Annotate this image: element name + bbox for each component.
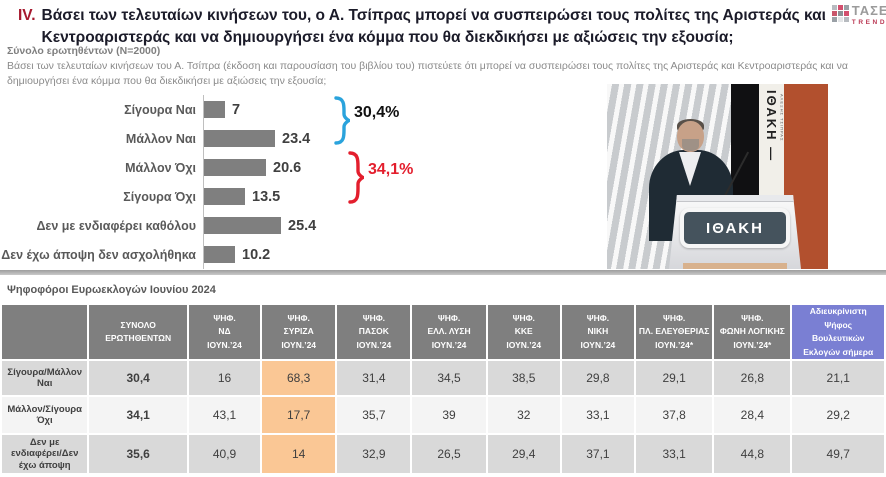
category-label: Δεν έχω άποψη δεν ασχολήθηκα <box>1 247 196 262</box>
sample-size: Σύνολο ερωτηθέντων (N=2000) <box>7 45 161 57</box>
chart-row: Μάλλον Ναι 23.4 <box>0 124 460 153</box>
brand-logo: ΤΑΣΕΙΣ TRENDS <box>831 3 886 26</box>
chart-row: Δεν έχω άποψη δεν ασχολήθηκα 10.2 <box>0 240 460 269</box>
column-header: ΨΗΦ. ΦΩΝΗ ΛΟΓΙΚΗΣ ΙΟΥΝ.’24* <box>714 305 791 360</box>
logo-text: ΤΑΣΕΙΣ TRENDS <box>852 3 886 26</box>
table-cell: 29,2 <box>792 397 884 434</box>
table-cell: 35,6 <box>89 435 187 474</box>
question-title: Βάσει των τελευταίων κινήσεων του, ο Α. … <box>41 7 826 47</box>
table-cell: 16 <box>188 361 261 396</box>
table-cell: 37,1 <box>561 435 634 474</box>
chart-row: Μάλλον Όχι 20.6 <box>0 153 460 182</box>
row-label: Δεν με ενδιαφέρει/Δεν έχω άποψη <box>2 435 88 474</box>
question-text: Βάσει των τελευταίων κινήσεων του Α. Τσί… <box>7 60 848 88</box>
category-label: Δεν με ενδιαφέρει καθόλου <box>36 218 196 233</box>
table-header-row: ΣΥΝΟΛΟ ΕΡΩΤΗΘΕΝΤΩΝ ΨΗΦ. ΝΔ ΙΟΥΝ.’24 ΨΗΦ.… <box>2 305 884 360</box>
tsipras-photo: ΟΥ ΙΘΑΚΗ — ΑΛΕΞΗΣ ΤΣΙΠΡΑΣ ΙΘΑΚΗ <box>607 84 828 269</box>
category-label: Σίγουρα Όχι <box>123 189 196 204</box>
bar-chart: Σίγουρα Ναι 7 Μάλλον Ναι 23.4 Μάλλον Όχι… <box>0 95 460 269</box>
row-label: Μάλλον/Σίγουρα Όχι <box>2 397 88 434</box>
bar-value: 10.2 <box>242 246 271 263</box>
table-cell: 21,1 <box>792 361 884 396</box>
bar-value: 25.4 <box>288 217 317 234</box>
section-divider <box>0 270 886 275</box>
bar <box>204 130 275 147</box>
table-cell: 32 <box>487 397 560 434</box>
category-label: Μάλλον Ναι <box>125 131 196 146</box>
bar <box>204 101 225 118</box>
table-cell: 43,1 <box>188 397 261 434</box>
table-cell: 37,8 <box>636 397 713 434</box>
table-cell: 40,9 <box>188 435 261 474</box>
column-header <box>2 305 88 360</box>
bar <box>204 246 235 263</box>
table-cell: 34,5 <box>412 361 486 396</box>
table-cell: 44,8 <box>714 435 791 474</box>
table-cell: 31,4 <box>337 361 411 396</box>
bar <box>204 188 245 205</box>
table-cell: 29,8 <box>561 361 634 396</box>
annotation-yes-total: 30,4% <box>354 104 400 121</box>
column-header: ΨΗΦ. ΝΙΚΗ ΙΟΥΝ.’24 <box>561 305 634 360</box>
page-title: IV. Βάσει των τελευταίων κινήσεων του, ο… <box>18 5 828 50</box>
column-header-undetermined: Αδιευκρίνιστη Ψήφος Βουλευτικών Εκλογών … <box>792 305 884 360</box>
table-cell: 26,8 <box>714 361 791 396</box>
logo-grid-icon <box>831 5 849 22</box>
question-numeral: IV. <box>18 7 36 24</box>
table-row: Μάλλον/Σίγουρα Όχι 34,1 43,1 17,7 35,7 3… <box>2 397 884 434</box>
table-row: Δεν με ενδιαφέρει/Δεν έχω άποψη 35,6 40,… <box>2 435 884 474</box>
table-cell-highlight: 68,3 <box>262 361 336 396</box>
podium-sign: ΙΘΑΚΗ <box>680 208 790 248</box>
annotation-no-total: 34,1% <box>368 161 414 178</box>
photo-banner-subtitle: ΑΛΕΞΗΣ ΤΣΙΠΡΑΣ <box>779 94 785 142</box>
table-cell: 49,7 <box>792 435 884 474</box>
logo-line1: ΤΑΣΕΙΣ <box>851 3 886 18</box>
bar <box>204 217 281 234</box>
bar-value: 20.6 <box>273 159 302 176</box>
table-cell-highlight: 17,7 <box>262 397 336 434</box>
table-cell: 33,1 <box>561 397 634 434</box>
column-header: ΨΗΦ. ΕΛΛ. ΛΥΣΗ ΙΟΥΝ.’24 <box>412 305 486 360</box>
logo-line2: TRENDS <box>851 19 886 26</box>
crosstab-table: ΣΥΝΟΛΟ ΕΡΩΤΗΘΕΝΤΩΝ ΨΗΦ. ΝΔ ΙΟΥΝ.’24 ΨΗΦ.… <box>0 303 886 475</box>
column-header: ΣΥΝΟΛΟ ΕΡΩΤΗΘΕΝΤΩΝ <box>89 305 187 360</box>
table-cell: 26,5 <box>412 435 486 474</box>
bar-value: 7 <box>232 101 241 118</box>
chart-row: Σίγουρα Ναι 7 <box>0 95 460 124</box>
table-cell: 35,7 <box>337 397 411 434</box>
column-header: ΨΗΦ. ΣΥΡΙΖΑ ΙΟΥΝ.’24 <box>262 305 336 360</box>
row-label: Σίγουρα/Μάλλον Ναι <box>2 361 88 396</box>
table-cell: 28,4 <box>714 397 791 434</box>
bar <box>204 159 266 176</box>
category-label: Σίγουρα Ναι <box>124 102 196 117</box>
table-title: Ψηφοφόροι Ευρωεκλογών Ιουνίου 2024 <box>7 284 216 296</box>
column-header: ΨΗΦ. ΝΔ ΙΟΥΝ.’24 <box>188 305 261 360</box>
table-cell: 30,4 <box>89 361 187 396</box>
table-cell: 29,1 <box>636 361 713 396</box>
table-cell-highlight: 14 <box>262 435 336 474</box>
bar-value: 23.4 <box>282 130 311 147</box>
bracket-no-icon <box>348 151 364 204</box>
column-header: ΨΗΦ. ΠΑΣΟΚ ΙΟΥΝ.’24 <box>337 305 411 360</box>
table-cell: 38,5 <box>487 361 560 396</box>
table-cell: 34,1 <box>89 397 187 434</box>
table-cell: 32,9 <box>337 435 411 474</box>
table-cell: 39 <box>412 397 486 434</box>
table-row: Σίγουρα/Μάλλον Ναι 30,4 16 68,3 31,4 34,… <box>2 361 884 396</box>
bracket-yes-icon <box>334 96 350 145</box>
podium: ΙΘΑΚΗ <box>669 195 801 269</box>
category-label: Μάλλον Όχι <box>125 160 196 175</box>
bar-value: 13.5 <box>252 188 281 205</box>
photo-banner-title: ΙΘΑΚΗ — <box>764 90 780 163</box>
column-header: ΨΗΦ. ΠΛ. ΕΛΕΥΘΕΡΙΑΣ ΙΟΥΝ.’24* <box>636 305 713 360</box>
table-cell: 29,4 <box>487 435 560 474</box>
chart-row: Σίγουρα Όχι 13.5 <box>0 182 460 211</box>
chart-row: Δεν με ενδιαφέρει καθόλου 25.4 <box>0 211 460 240</box>
column-header: ΨΗΦ. ΚΚΕ ΙΟΥΝ.’24 <box>487 305 560 360</box>
table-cell: 33,1 <box>636 435 713 474</box>
